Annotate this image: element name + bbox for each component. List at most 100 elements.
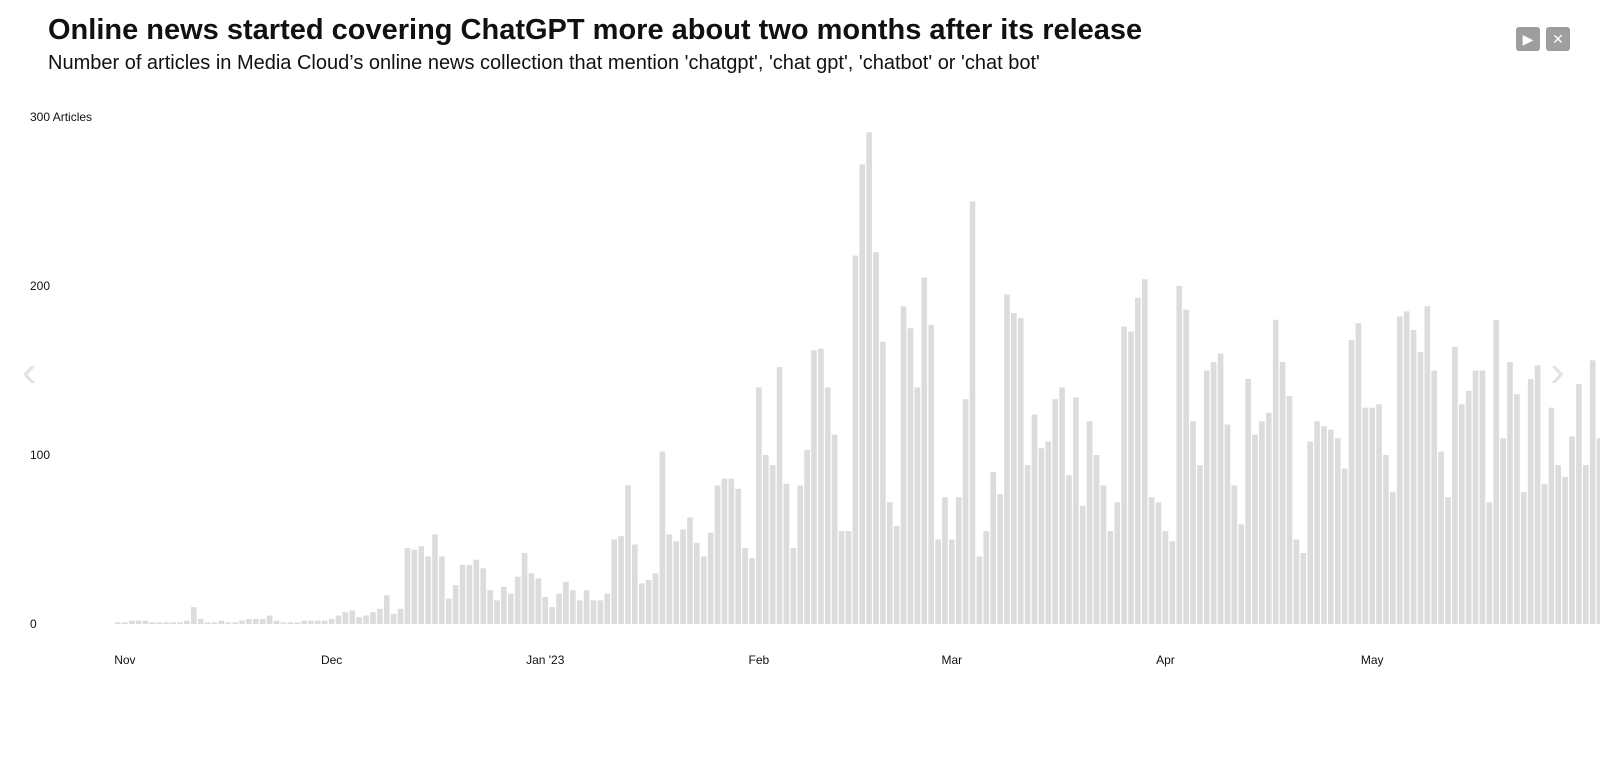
bar bbox=[528, 573, 535, 624]
bar bbox=[1472, 370, 1479, 624]
bar bbox=[1073, 397, 1079, 624]
bar bbox=[1197, 465, 1203, 624]
bar bbox=[618, 536, 624, 624]
bar bbox=[135, 620, 142, 624]
close-icon: ✕ bbox=[1552, 31, 1564, 47]
bar bbox=[652, 573, 659, 624]
bar bbox=[1141, 279, 1148, 624]
bar bbox=[659, 451, 666, 624]
close-button[interactable]: ✕ bbox=[1546, 27, 1570, 51]
bar bbox=[439, 556, 445, 624]
bar bbox=[790, 547, 797, 624]
next-slide-button[interactable]: › bbox=[1550, 350, 1565, 394]
bar bbox=[769, 465, 776, 624]
bar bbox=[1114, 502, 1121, 624]
x-tick-label: Dec bbox=[321, 653, 342, 667]
bar bbox=[969, 201, 976, 624]
bar bbox=[1245, 378, 1251, 624]
bar bbox=[818, 348, 824, 624]
bar bbox=[1403, 311, 1410, 624]
bar bbox=[356, 617, 363, 624]
bar bbox=[115, 622, 121, 624]
x-tick-label: Feb bbox=[749, 653, 770, 667]
bar bbox=[687, 517, 693, 624]
bar bbox=[1217, 353, 1224, 624]
previous-slide-button[interactable]: ‹ bbox=[22, 350, 37, 394]
bar bbox=[886, 502, 893, 624]
bar bbox=[445, 598, 452, 624]
bar bbox=[576, 600, 583, 624]
bar bbox=[1589, 360, 1596, 624]
bar bbox=[1279, 362, 1286, 624]
bar bbox=[1493, 319, 1500, 624]
bar bbox=[156, 622, 163, 624]
bar bbox=[1045, 441, 1052, 624]
bar bbox=[948, 539, 955, 624]
bar bbox=[1369, 407, 1376, 624]
bar bbox=[494, 600, 500, 624]
bar bbox=[776, 367, 783, 624]
play-button[interactable]: ▶ bbox=[1516, 27, 1540, 51]
bar bbox=[1203, 370, 1210, 624]
chart-plot: 0 100 200 300 Articles Nov Dec Jan '23 Feb Mar Ap… bbox=[30, 110, 1600, 667]
bar bbox=[328, 618, 335, 624]
bar bbox=[122, 622, 128, 624]
bar bbox=[866, 132, 872, 624]
bar bbox=[1452, 346, 1458, 624]
bar bbox=[597, 600, 604, 624]
chevron-left-icon: ‹ bbox=[22, 347, 37, 396]
bar bbox=[907, 328, 914, 624]
x-tick-label: May bbox=[1361, 653, 1384, 667]
bar bbox=[542, 596, 549, 624]
bar bbox=[397, 608, 404, 624]
bar bbox=[1190, 421, 1196, 624]
bar bbox=[252, 618, 259, 624]
y-tick-label: 200 bbox=[30, 279, 50, 293]
y-tick-label: 0 bbox=[30, 617, 37, 631]
bar bbox=[1300, 553, 1307, 624]
bar bbox=[315, 620, 321, 624]
bar bbox=[239, 620, 245, 624]
bar bbox=[1486, 502, 1493, 624]
bar bbox=[1017, 318, 1024, 624]
bar bbox=[425, 556, 431, 624]
bar bbox=[1410, 329, 1417, 624]
bar bbox=[928, 324, 934, 624]
bar bbox=[838, 531, 845, 624]
bar bbox=[459, 564, 466, 624]
bar bbox=[177, 622, 183, 624]
bar bbox=[1004, 294, 1010, 624]
bar bbox=[1252, 434, 1258, 624]
bar bbox=[452, 585, 459, 624]
bar bbox=[569, 590, 576, 624]
bar bbox=[583, 590, 590, 624]
bar bbox=[845, 531, 852, 624]
bar bbox=[1038, 448, 1045, 624]
bar bbox=[211, 622, 218, 624]
bar bbox=[680, 529, 686, 624]
bar bbox=[1348, 340, 1355, 624]
bar bbox=[611, 539, 617, 624]
bar bbox=[521, 553, 528, 624]
bar bbox=[1562, 476, 1568, 624]
bar bbox=[914, 387, 921, 624]
bar bbox=[783, 483, 790, 624]
bar bbox=[749, 558, 755, 624]
bar bbox=[590, 600, 597, 624]
bar bbox=[377, 608, 383, 624]
bar bbox=[935, 539, 941, 624]
bar bbox=[432, 534, 438, 624]
bar bbox=[280, 622, 287, 624]
bar bbox=[514, 576, 521, 624]
bar bbox=[1569, 436, 1575, 624]
bar bbox=[632, 544, 638, 624]
bar bbox=[1500, 438, 1506, 624]
bar bbox=[762, 455, 769, 624]
bar bbox=[1148, 497, 1155, 624]
bar bbox=[1507, 362, 1513, 624]
bar bbox=[363, 615, 369, 624]
bar bbox=[204, 622, 211, 624]
bar bbox=[1355, 323, 1362, 624]
bar bbox=[1396, 316, 1403, 624]
bar bbox=[1031, 414, 1038, 624]
